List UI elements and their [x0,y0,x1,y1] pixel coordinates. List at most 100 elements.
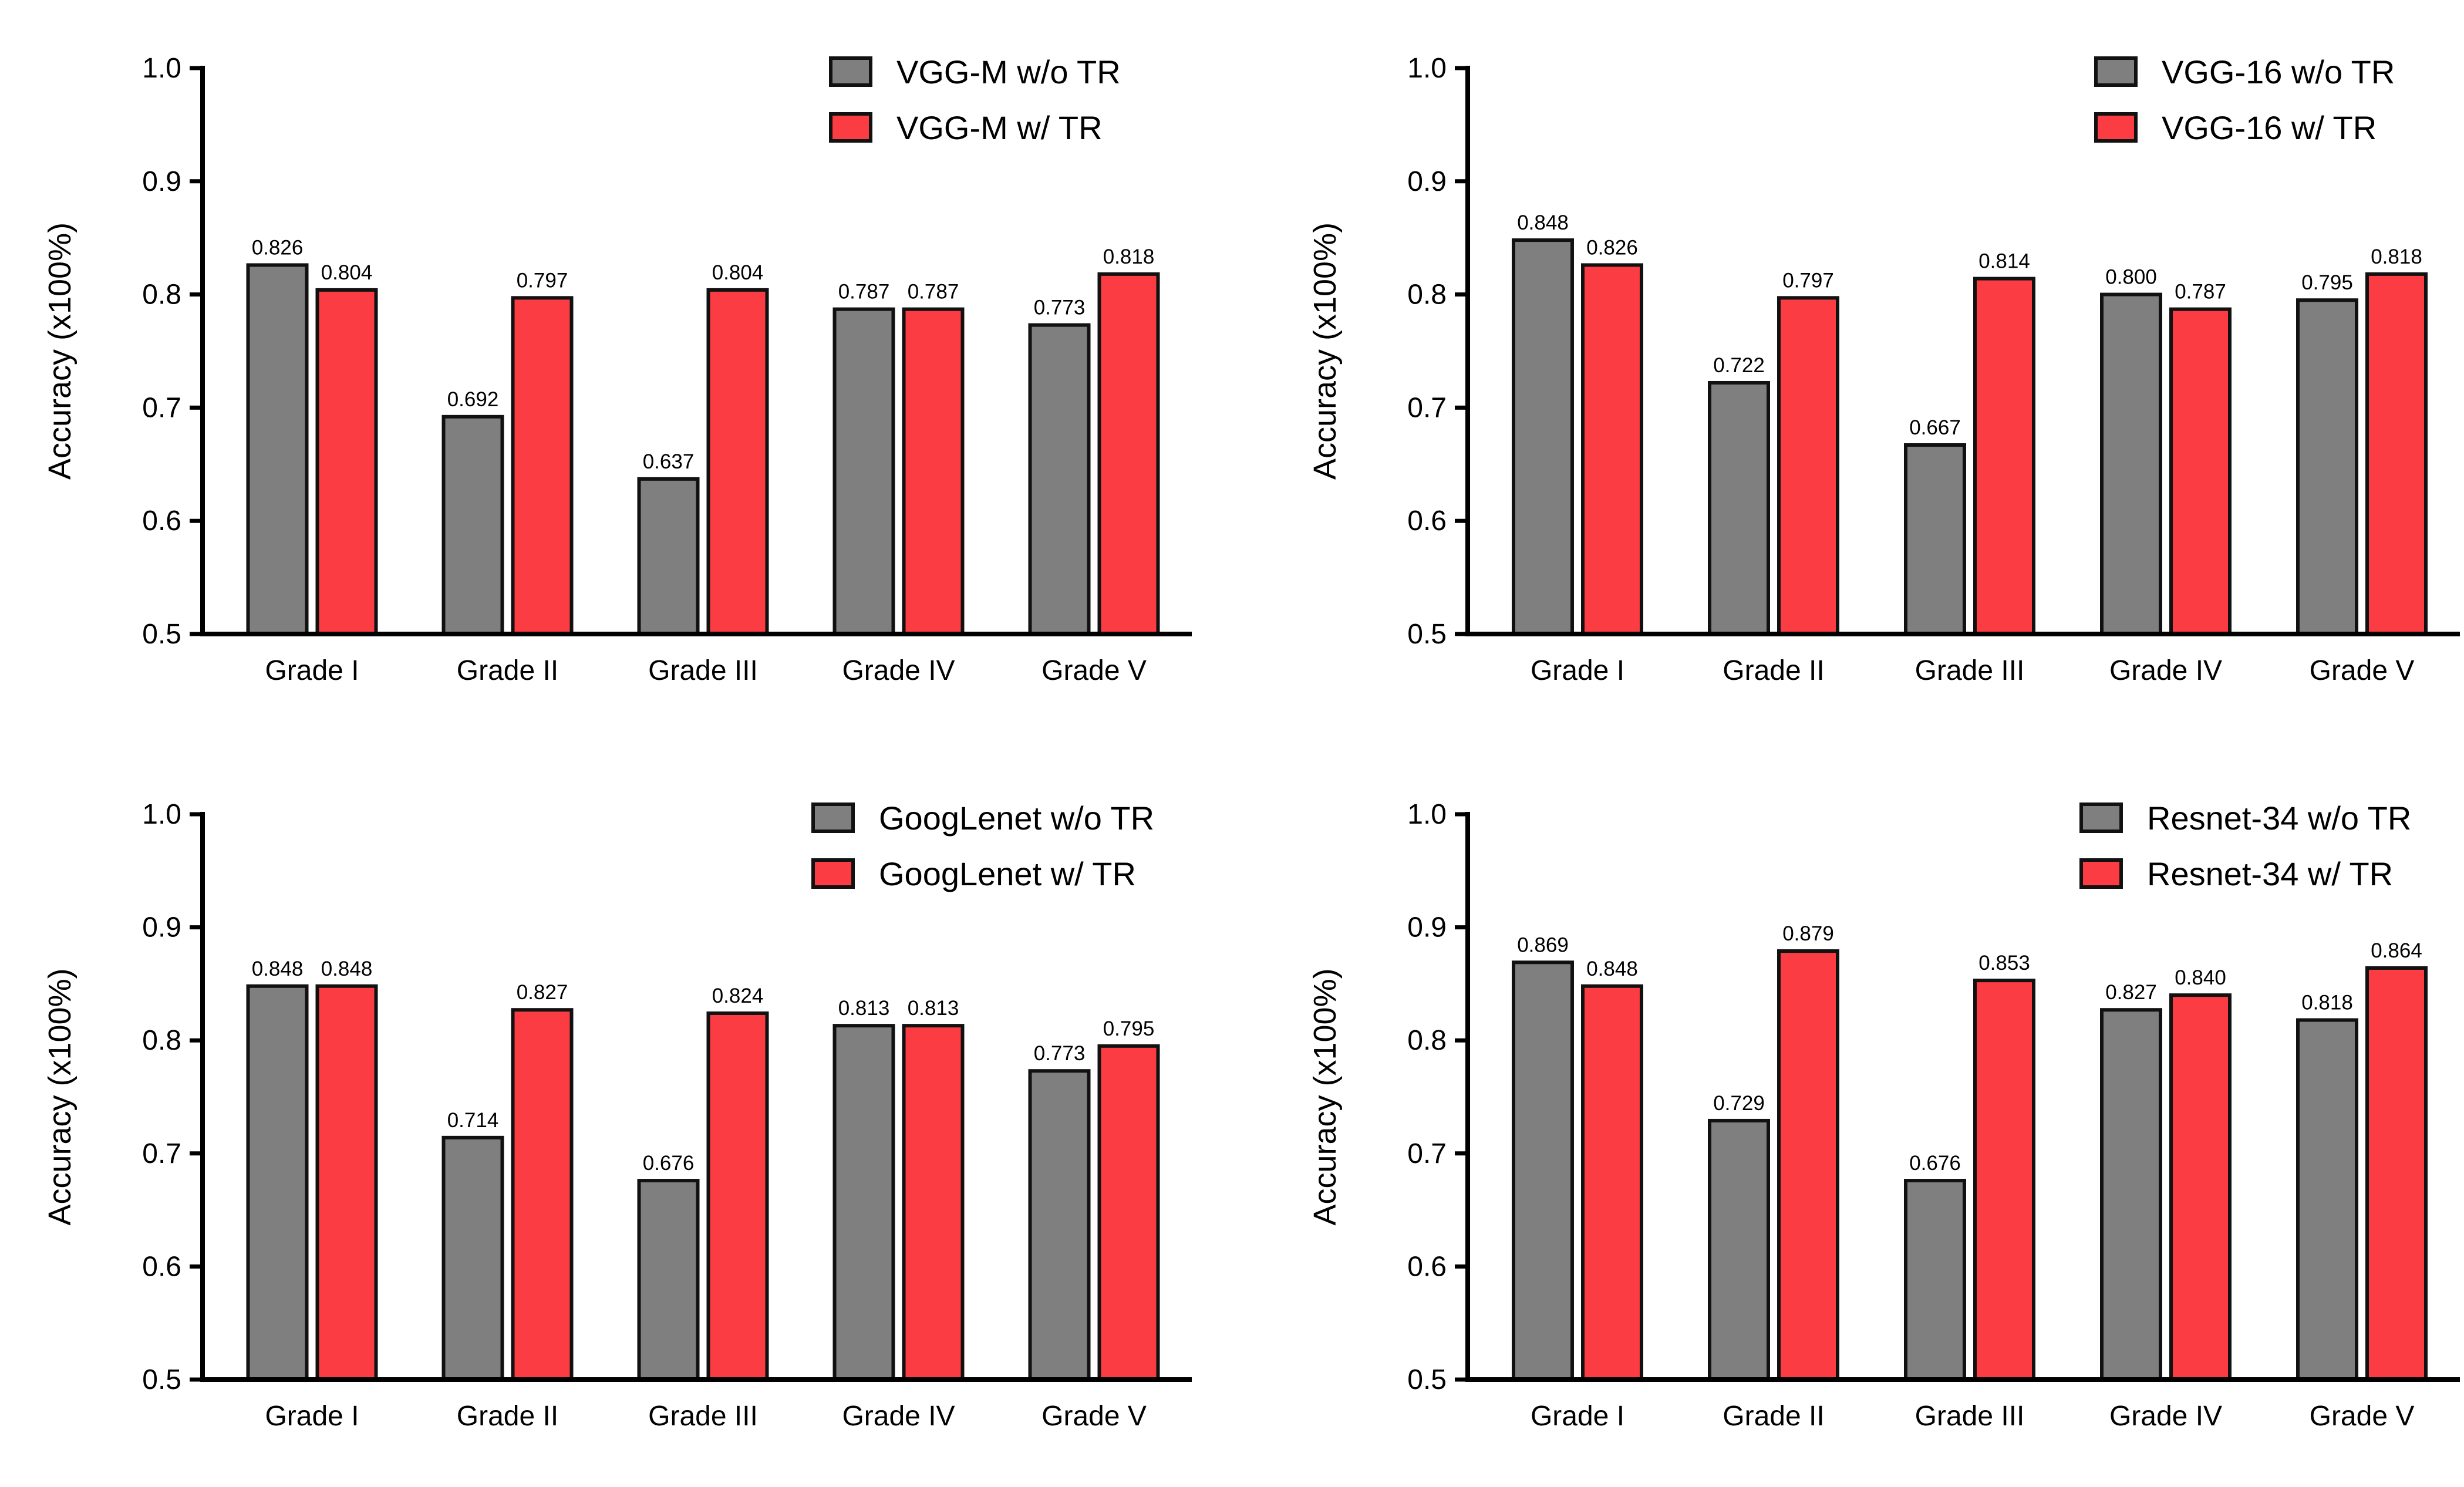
legend-label: Resnet-34 w/ TR [2147,855,2393,892]
legend-label: GoogLenet w/ TR [879,855,1136,892]
x-tick-label: Grade I [1531,1401,1624,1432]
data-label: 0.804 [321,261,373,284]
bar-with-tr-5 [2365,272,2428,636]
legend-swatch-with-tr [829,112,872,143]
y-tick-label: 0.8 [1407,279,1447,311]
y-tick-label: 1.0 [1407,799,1447,830]
legend: VGG-M w/o TR VGG-M w/ TR [829,53,1121,146]
data-label: 0.667 [1909,416,1961,439]
data-label: 0.773 [1034,1042,1086,1065]
bar-without-tr-2 [441,414,504,636]
data-label: 0.818 [2301,992,2353,1014]
legend-label: Resnet-34 w/o TR [2147,800,2411,837]
data-label: 0.864 [2371,939,2422,962]
y-axis-title: Accuracy (x100%) [42,222,77,480]
y-tick-label: 0.5 [142,619,181,650]
y-tick-label: 1.0 [142,799,181,830]
data-label: 0.814 [1978,250,2030,273]
x-tick-label: Grade V [1041,655,1147,686]
data-label: 0.813 [838,997,890,1020]
y-tick-label: 0.5 [1407,1364,1447,1395]
x-tick-label: Grade III [1915,655,2025,686]
data-label: 0.869 [1517,933,1569,956]
bar-with-tr-3 [706,288,769,636]
bar-without-tr-1 [246,984,309,1381]
bar-without-tr-2 [1708,1118,1770,1382]
data-label: 0.840 [2175,966,2226,989]
chart-panel-3: 0.848 0.848 Grade I 0.714 0.827 Grade II 0.676… [42,799,1192,1432]
data-label: 0.826 [252,236,304,259]
data-label: 0.853 [1978,952,2030,975]
bar-with-tr-5 [2365,966,2428,1382]
data-label: 0.795 [1103,1017,1155,1040]
y-tick-label: 0.7 [1407,1138,1447,1169]
bar-without-tr-5 [1028,1069,1091,1381]
x-tick-label: Grade V [2310,655,2415,686]
bar-without-tr-2 [441,1135,504,1382]
y-tick-label: 0.6 [1407,1251,1447,1282]
data-label: 0.797 [517,269,568,292]
data-label: 0.827 [2105,981,2157,1004]
data-label: 0.813 [908,997,959,1020]
data-label: 0.800 [2105,266,2157,289]
data-label: 0.692 [447,388,499,411]
bar-with-tr-3 [1973,979,2035,1381]
y-tick-label: 1.0 [142,53,181,84]
y-tick-label: 0.9 [142,912,181,943]
bar-with-tr-1 [315,984,378,1381]
x-tick-label: Grade II [1723,1401,1824,1432]
legend-swatch-without-tr [811,802,855,833]
bar-without-tr-5 [2296,298,2358,636]
data-label: 0.787 [908,281,959,304]
y-tick-label: 0.7 [142,392,181,423]
bar-with-tr-2 [1777,949,1839,1381]
bar-without-tr-3 [1904,443,1966,636]
legend: Resnet-34 w/o TR Resnet-34 w/ TR [2079,800,2411,892]
bar-without-tr-1 [246,263,309,636]
x-tick-label: Grade IV [2109,655,2222,686]
y-tick-label: 1.0 [1407,53,1447,84]
y-tick-label: 0.8 [142,1025,181,1056]
legend-swatch-without-tr [2094,56,2138,87]
x-tick-label: Grade III [1915,1401,2025,1432]
bar-without-tr-4 [2100,292,2162,636]
x-tick-label: Grade V [2310,1401,2415,1432]
bar-without-tr-1 [1512,960,1574,1381]
bar-without-tr-4 [832,1024,895,1381]
x-tick-label: Grade III [648,655,758,686]
chart-panel-2: 0.848 0.826 Grade I 0.722 0.797 Grade II 0.667… [1307,53,2460,686]
data-label: 0.637 [643,450,695,473]
y-tick-label: 0.6 [1407,505,1447,537]
y-axis-title: Accuracy (x100%) [1307,222,1343,480]
x-tick-label: Grade III [648,1401,758,1432]
data-label: 0.824 [712,984,764,1007]
bar-without-tr-5 [1028,323,1091,636]
bar-without-tr-4 [2100,1008,2162,1381]
legend-swatch-without-tr [829,56,872,87]
x-tick-label: Grade I [265,655,359,686]
bar-with-tr-2 [511,1008,574,1381]
y-tick-label: 0.9 [142,166,181,197]
x-tick-label: Grade I [265,1401,359,1432]
y-tick-label: 0.6 [142,1251,181,1282]
y-axis-title: Accuracy (x100%) [1307,968,1343,1225]
bar-with-tr-5 [1097,1044,1160,1381]
bar-with-tr-4 [902,1024,965,1381]
y-axis-title: Accuracy (x100%) [42,968,77,1225]
y-tick-label: 0.7 [142,1138,181,1169]
chart-panel-4: 0.869 0.848 Grade I 0.729 0.879 Grade II 0.676… [1307,799,2460,1432]
bar-without-tr-1 [1512,238,1574,636]
legend-swatch-with-tr [811,858,855,889]
data-label: 0.773 [1034,296,1086,319]
bar-without-tr-4 [832,307,895,636]
data-label: 0.848 [252,957,304,980]
data-label: 0.787 [838,281,890,304]
data-label: 0.848 [1586,957,1638,980]
bar-with-tr-3 [1973,277,2035,636]
legend: VGG-16 w/o TR VGG-16 w/ TR [2094,53,2395,146]
x-tick-label: Grade IV [2109,1401,2222,1432]
bar-with-tr-1 [1581,984,1643,1381]
legend-swatch-with-tr [2079,858,2123,889]
y-tick-label: 0.6 [142,505,181,537]
legend: GoogLenet w/o TR GoogLenet w/ TR [811,800,1154,892]
